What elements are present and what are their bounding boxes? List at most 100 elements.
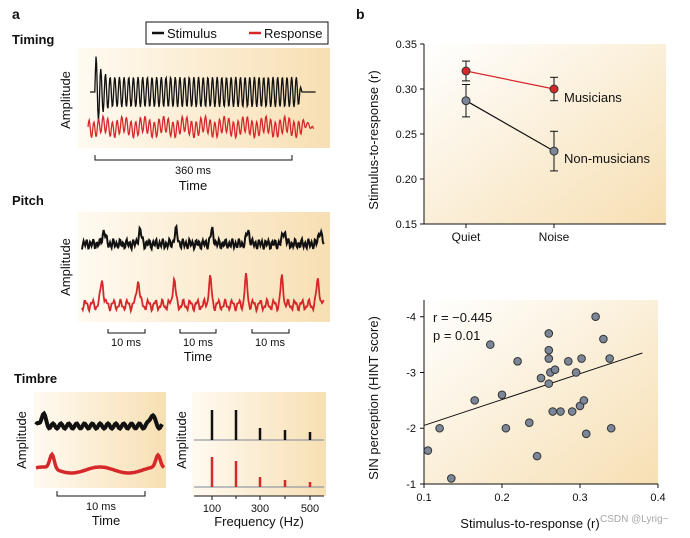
b2-scatter-point xyxy=(544,379,554,388)
pitch-ylabel: Amplitude xyxy=(58,238,73,296)
pitch-response-waveform xyxy=(81,272,325,315)
b2-scatter-point xyxy=(486,340,495,349)
b2-trendline xyxy=(423,352,643,426)
sin-perception-scatter: 0.1 0.2 0.3 0.4 -4 -3 -2 -1 xyxy=(406,300,666,504)
timing-ylabel: Amplitude xyxy=(58,71,73,129)
b2-y-tick-label: -2 xyxy=(406,423,416,435)
b2-scatter-point xyxy=(606,423,616,433)
b2-y-tick-label: -1 xyxy=(406,479,416,491)
b2-y-tick-label: -4 xyxy=(406,312,416,324)
b2-xlabel: Stimulus-to-response (r) xyxy=(460,516,599,531)
panel-label-a: a xyxy=(12,6,20,22)
b2-x-tick-label: 0.4 xyxy=(650,492,665,504)
b2-plot-bg xyxy=(424,300,658,484)
b2-scatter-point xyxy=(591,312,600,322)
b2-scatter-point xyxy=(544,354,554,363)
b2-scatter-point xyxy=(550,365,560,374)
b1-y-tick-label: 0.25 xyxy=(396,129,417,141)
pitch-xlabel: Time xyxy=(184,349,212,364)
legend: Stimulus Response xyxy=(145,21,329,45)
b2-scatter-point xyxy=(599,334,608,344)
b2-scatter-point xyxy=(556,407,565,416)
b2-scatter-point xyxy=(577,354,586,363)
b2-scatter-point xyxy=(423,446,433,455)
b1-series-label-nonmusicians: Non-musicians xyxy=(564,151,650,166)
pitch-scale-label-1: 10 ms xyxy=(111,337,141,349)
panel-label-b: b xyxy=(356,6,365,22)
b1-x-tick-label: Noise xyxy=(539,230,570,244)
spectrum-peaks xyxy=(210,410,312,487)
b1-series-label-musicians: Musicians xyxy=(564,90,622,105)
b2-scatter-point xyxy=(544,345,554,355)
timbre-response-waveform xyxy=(35,451,166,475)
b2-scatter-point xyxy=(447,474,456,483)
b2-scatter-point xyxy=(564,357,573,366)
pitch-scalebar-2 xyxy=(179,329,217,334)
b2-scatter-point xyxy=(470,396,480,405)
b1-x-tick-label: Quiet xyxy=(452,230,481,244)
b1-data-point xyxy=(461,96,471,106)
b2-scatter-point xyxy=(544,329,554,338)
b1-data-point xyxy=(461,66,471,76)
timbre-xlabel: Time xyxy=(92,513,120,528)
b1-series-line xyxy=(465,70,555,90)
pitch-title: Pitch xyxy=(12,193,44,208)
pitch-scale-label-2: 10 ms xyxy=(183,337,213,349)
spectrum-x-axis: 100 300 500 xyxy=(194,495,324,515)
b1-plot-bg xyxy=(424,44,666,224)
b2-x-tick-label: 0.2 xyxy=(494,492,509,504)
pitch-stimulus-waveform xyxy=(81,223,325,253)
timing-scalebar xyxy=(94,155,293,161)
b2-x-tick-label: 0.1 xyxy=(416,492,431,504)
pitch-scalebar-3 xyxy=(251,329,290,334)
b2-scatter-point xyxy=(548,407,558,416)
b2-scatter-point xyxy=(571,368,581,377)
b2-scatter-point xyxy=(497,390,507,400)
b2-scatter-point xyxy=(536,373,546,383)
b1-y-tick-label: 0.20 xyxy=(396,174,417,186)
b1-data-point xyxy=(549,84,559,94)
timing-scale-label: 360 ms xyxy=(175,165,212,177)
b2-scatter-point xyxy=(532,451,542,461)
timbre-title: Timbre xyxy=(14,371,57,386)
b1-ylabel: Stimulus-to-response (r) xyxy=(366,70,381,209)
b2-scatter-point xyxy=(435,423,444,433)
timbre-scalebar xyxy=(56,491,146,497)
b2-scatter-point xyxy=(581,429,591,439)
b2-scatter-point xyxy=(513,357,522,366)
b2-ylabel: SIN perception (HINT score) xyxy=(366,316,381,480)
timbre-ylabel: Amplitude xyxy=(14,411,29,469)
b1-y-tick-label: 0.15 xyxy=(396,219,417,231)
spectrum-xlabel: Frequency (Hz) xyxy=(214,514,304,529)
b1-y-tick-label: 0.35 xyxy=(396,39,417,51)
timbre-stimulus-waveform xyxy=(34,410,164,432)
b1-data-point xyxy=(549,146,559,156)
b2-scatter-point xyxy=(605,354,614,363)
watermark: CSDN @Lyrig~ xyxy=(600,514,669,525)
pitch-scalebar-1 xyxy=(107,329,146,334)
timbre-scale-label: 10 ms xyxy=(86,501,116,513)
b2-x-tick-label: 0.3 xyxy=(572,492,587,504)
timing-xlabel: Time xyxy=(179,178,207,193)
legend-stimulus-label: Stimulus xyxy=(167,26,217,41)
b2-scatter-point xyxy=(525,418,534,427)
b2-annotation-r: r = −0.445 xyxy=(433,310,492,325)
pitch-scale-label-3: 10 ms xyxy=(255,337,285,349)
b1-series-line xyxy=(465,100,555,152)
b2-scatter-point xyxy=(501,423,511,433)
b2-scatter-point xyxy=(567,407,577,416)
b2-annotation-p: p = 0.01 xyxy=(433,328,480,343)
b2-y-tick-label: -3 xyxy=(406,367,416,379)
timbre-panel-bg xyxy=(34,392,166,488)
spectrum-ylabel: Amplitude xyxy=(174,411,189,469)
legend-response-label: Response xyxy=(264,26,323,41)
b2-scatter-point xyxy=(579,396,589,405)
stimulus-response-line-chart: 0.15 0.20 0.25 0.30 0.35 Quiet Noise xyxy=(396,39,666,244)
b1-y-tick-label: 0.30 xyxy=(396,84,417,96)
timing-stimulus-waveform xyxy=(90,56,316,121)
spectrum-tick-label-100: 100 xyxy=(203,503,221,515)
spectrum-tick-label-500: 500 xyxy=(301,503,319,515)
spectrum-tick-label-300: 300 xyxy=(251,503,269,515)
timing-response-waveform xyxy=(87,113,315,140)
